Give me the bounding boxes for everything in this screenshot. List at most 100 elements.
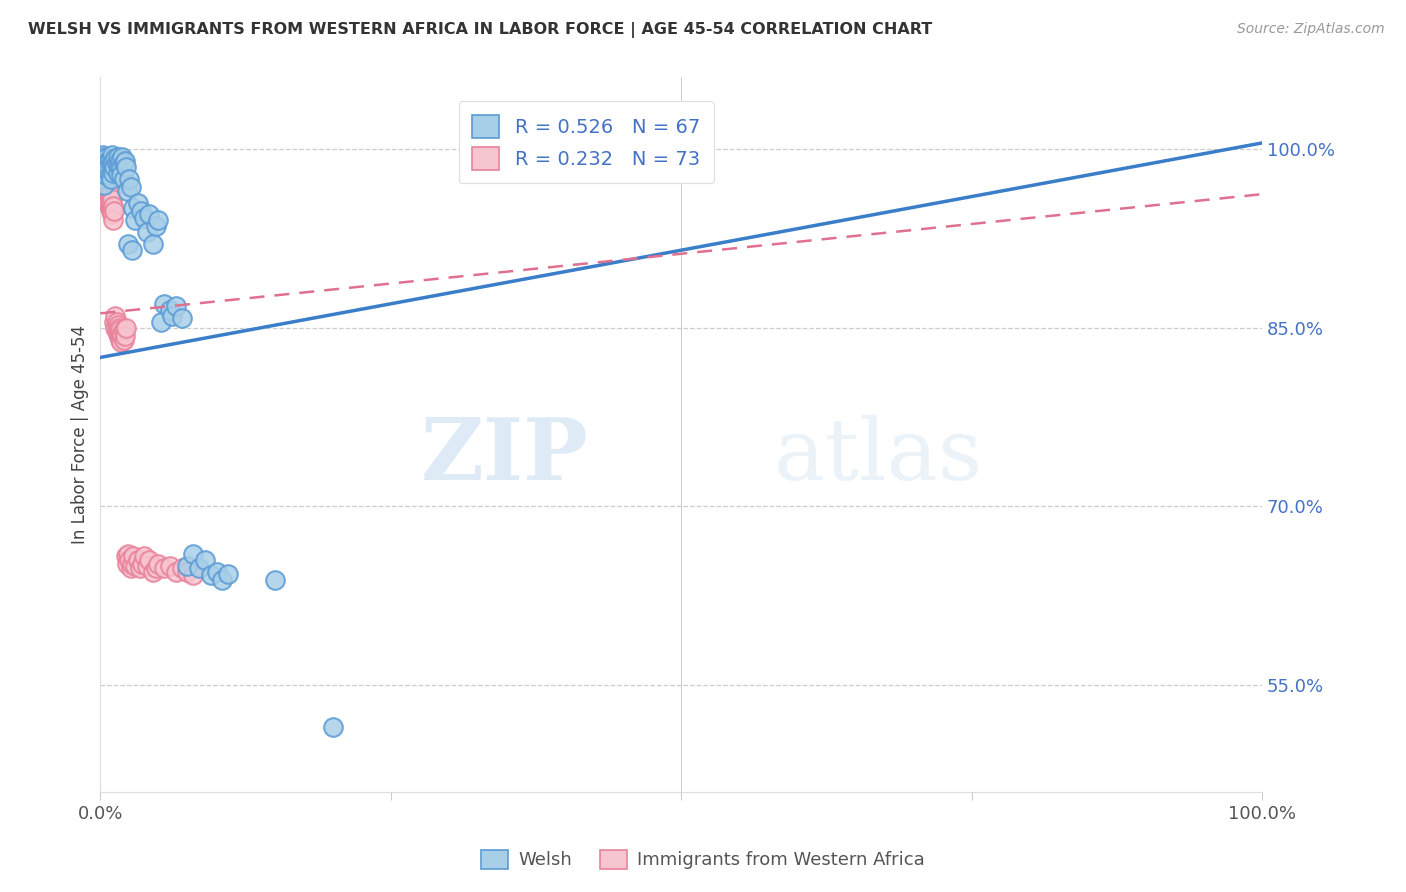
Point [101, 166, 124, 180]
Point [94, 178, 117, 192]
Point [101, 199, 124, 213]
Point [127, 553, 149, 567]
Point [96, 156, 118, 170]
Point [100, 195, 122, 210]
Point [94, 192, 117, 206]
Point [104, 320, 127, 334]
Point [205, 565, 228, 579]
Text: WELSH VS IMMIGRANTS FROM WESTERN AFRICA IN LABOR FORCE | AGE 45-54 CORRELATION C: WELSH VS IMMIGRANTS FROM WESTERN AFRICA … [28, 22, 932, 38]
Point [93, 184, 115, 198]
Point [101, 207, 124, 221]
Point [111, 329, 134, 343]
Point [120, 180, 142, 194]
Point [93, 178, 115, 192]
Point [101, 156, 124, 170]
Point [96, 189, 118, 203]
Point [96, 195, 118, 210]
Legend: Welsh, Immigrants from Western Africa: Welsh, Immigrants from Western Africa [472, 841, 934, 879]
Point [93, 175, 115, 189]
Point [131, 557, 153, 571]
Point [114, 153, 136, 168]
Point [112, 171, 135, 186]
Legend: R = 0.526   N = 67, R = 0.232   N = 73: R = 0.526 N = 67, R = 0.232 N = 73 [458, 102, 714, 184]
Point [90, 153, 112, 168]
Point [91, 156, 114, 170]
Point [110, 334, 132, 349]
Point [103, 203, 125, 218]
Point [170, 561, 193, 575]
Point [97, 178, 120, 192]
Point [176, 565, 198, 579]
Point [135, 225, 157, 239]
Point [101, 153, 124, 168]
Point [101, 148, 124, 162]
Point [97, 187, 120, 202]
Point [211, 573, 233, 587]
Point [115, 320, 138, 334]
Point [96, 163, 118, 178]
Point [96, 152, 118, 166]
Point [322, 720, 344, 734]
Point [111, 150, 134, 164]
Point [153, 297, 176, 311]
Point [105, 315, 128, 329]
Point [263, 573, 285, 587]
Point [121, 243, 143, 257]
Point [93, 156, 115, 170]
Point [96, 184, 118, 198]
Point [112, 333, 135, 347]
Point [165, 565, 187, 579]
Point [118, 553, 141, 567]
Point [134, 211, 156, 225]
Point [100, 203, 122, 218]
Point [98, 189, 121, 203]
Point [122, 549, 145, 564]
Point [162, 309, 184, 323]
Point [135, 558, 157, 573]
Point [122, 202, 145, 216]
Point [107, 166, 129, 180]
Point [128, 561, 150, 575]
Point [217, 567, 239, 582]
Point [115, 557, 138, 571]
Point [107, 326, 129, 341]
Point [101, 202, 124, 216]
Point [98, 195, 121, 210]
Point [200, 568, 222, 582]
Point [108, 320, 131, 334]
Point [110, 326, 132, 341]
Point [100, 171, 122, 186]
Point [103, 315, 125, 329]
Point [149, 315, 172, 329]
Point [94, 187, 117, 202]
Point [124, 558, 146, 573]
Point [181, 568, 204, 582]
Point [97, 195, 120, 210]
Point [96, 160, 118, 174]
Point [153, 561, 176, 575]
Point [112, 323, 135, 337]
Point [181, 547, 204, 561]
Point [101, 213, 124, 227]
Point [148, 557, 170, 571]
Point [91, 171, 114, 186]
Point [159, 558, 181, 573]
Point [117, 237, 139, 252]
Point [108, 159, 131, 173]
Point [90, 153, 112, 168]
Point [115, 184, 138, 198]
Point [117, 547, 139, 561]
Point [98, 168, 121, 182]
Point [104, 309, 127, 323]
Point [188, 561, 211, 575]
Point [101, 192, 124, 206]
Y-axis label: In Labor Force | Age 45-54: In Labor Force | Age 45-54 [72, 326, 89, 544]
Point [121, 557, 143, 571]
Point [145, 561, 167, 575]
Point [134, 549, 156, 564]
Point [96, 192, 118, 206]
Point [97, 153, 120, 168]
Point [93, 166, 115, 180]
Point [94, 150, 117, 164]
Text: atlas: atlas [775, 415, 983, 498]
